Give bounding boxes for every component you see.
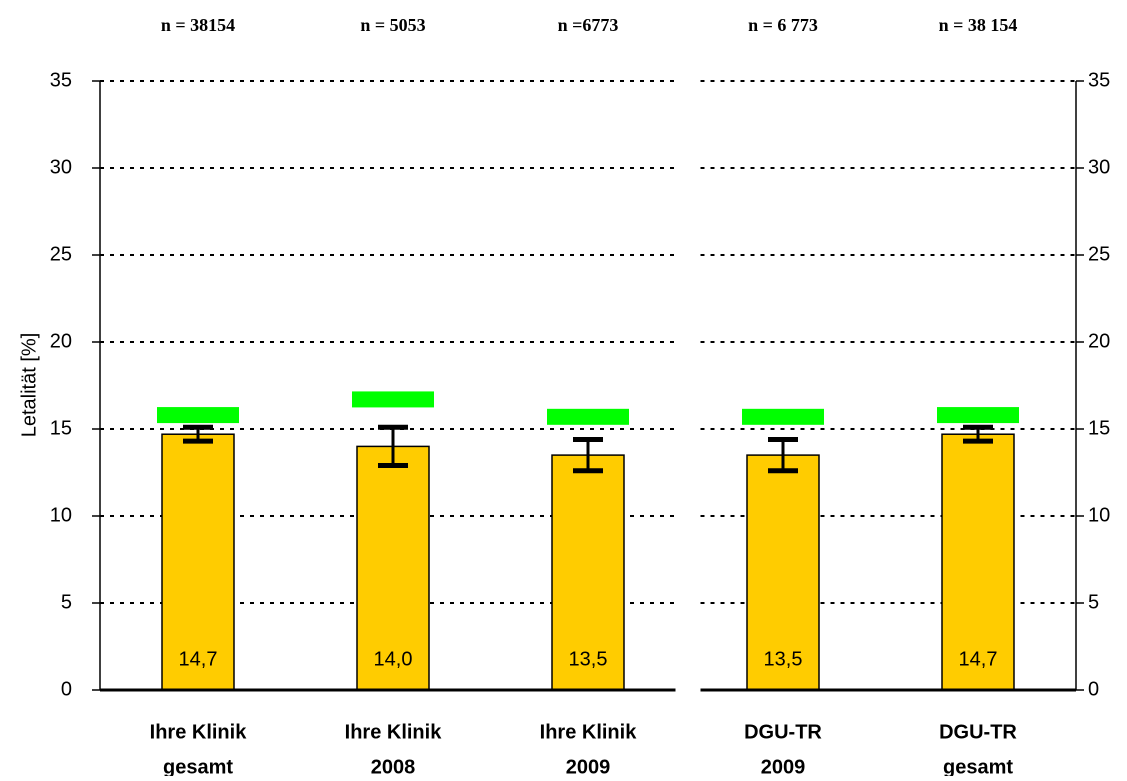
value-label: 14,7 — [179, 648, 218, 670]
bar — [551, 454, 625, 691]
category-label: DGU-TR — [744, 721, 822, 743]
y-tick-label: 25 — [50, 243, 72, 265]
value-label: 13,5 — [764, 648, 803, 670]
bar — [161, 433, 235, 691]
value-label: 13,5 — [569, 648, 608, 670]
bar — [746, 454, 820, 691]
n-label: n = 38 154 — [939, 15, 1018, 35]
y-tick-label: 15 — [50, 417, 72, 439]
bar — [941, 433, 1015, 691]
value-label: 14,0 — [374, 648, 413, 670]
y2-tick-label: 20 — [1088, 330, 1110, 352]
y2-tick-label: 35 — [1088, 69, 1110, 91]
y2-tick-label: 25 — [1088, 243, 1110, 265]
category-label: gesamt — [163, 756, 233, 776]
y2-tick-label: 30 — [1088, 156, 1110, 178]
y-tick-label: 0 — [61, 678, 72, 700]
y-tick-label: 35 — [50, 69, 72, 91]
category-label: 2009 — [566, 756, 611, 776]
expected-marker — [157, 407, 239, 424]
category-label: gesamt — [943, 756, 1013, 776]
category-label: DGU-TR — [939, 721, 1017, 743]
category-label: Ihre Klinik — [345, 721, 443, 743]
y2-tick-label: 0 — [1088, 678, 1099, 700]
y2-tick-label: 15 — [1088, 417, 1110, 439]
n-label: n = 6 773 — [748, 15, 818, 35]
n-label: n =6773 — [558, 15, 619, 35]
y-tick-label: 30 — [50, 156, 72, 178]
y-tick-label: 10 — [50, 504, 72, 526]
y-tick-label: 20 — [50, 330, 72, 352]
expected-marker — [742, 408, 824, 425]
expected-marker — [937, 407, 1019, 424]
y2-tick-label: 10 — [1088, 504, 1110, 526]
y2-tick-label: 5 — [1088, 591, 1099, 613]
category-label: 2008 — [371, 756, 416, 776]
bar — [356, 445, 430, 691]
n-label: n = 38154 — [161, 15, 235, 35]
category-label: Ihre Klinik — [150, 721, 248, 743]
n-label: n = 5053 — [360, 15, 425, 35]
category-label: 2009 — [761, 756, 806, 776]
value-label: 14,7 — [959, 648, 998, 670]
expected-marker — [547, 408, 629, 425]
y-axis-label: Letalität [%] — [18, 333, 40, 438]
y-tick-label: 5 — [61, 591, 72, 613]
expected-marker — [352, 391, 434, 408]
category-label: Ihre Klinik — [540, 721, 638, 743]
